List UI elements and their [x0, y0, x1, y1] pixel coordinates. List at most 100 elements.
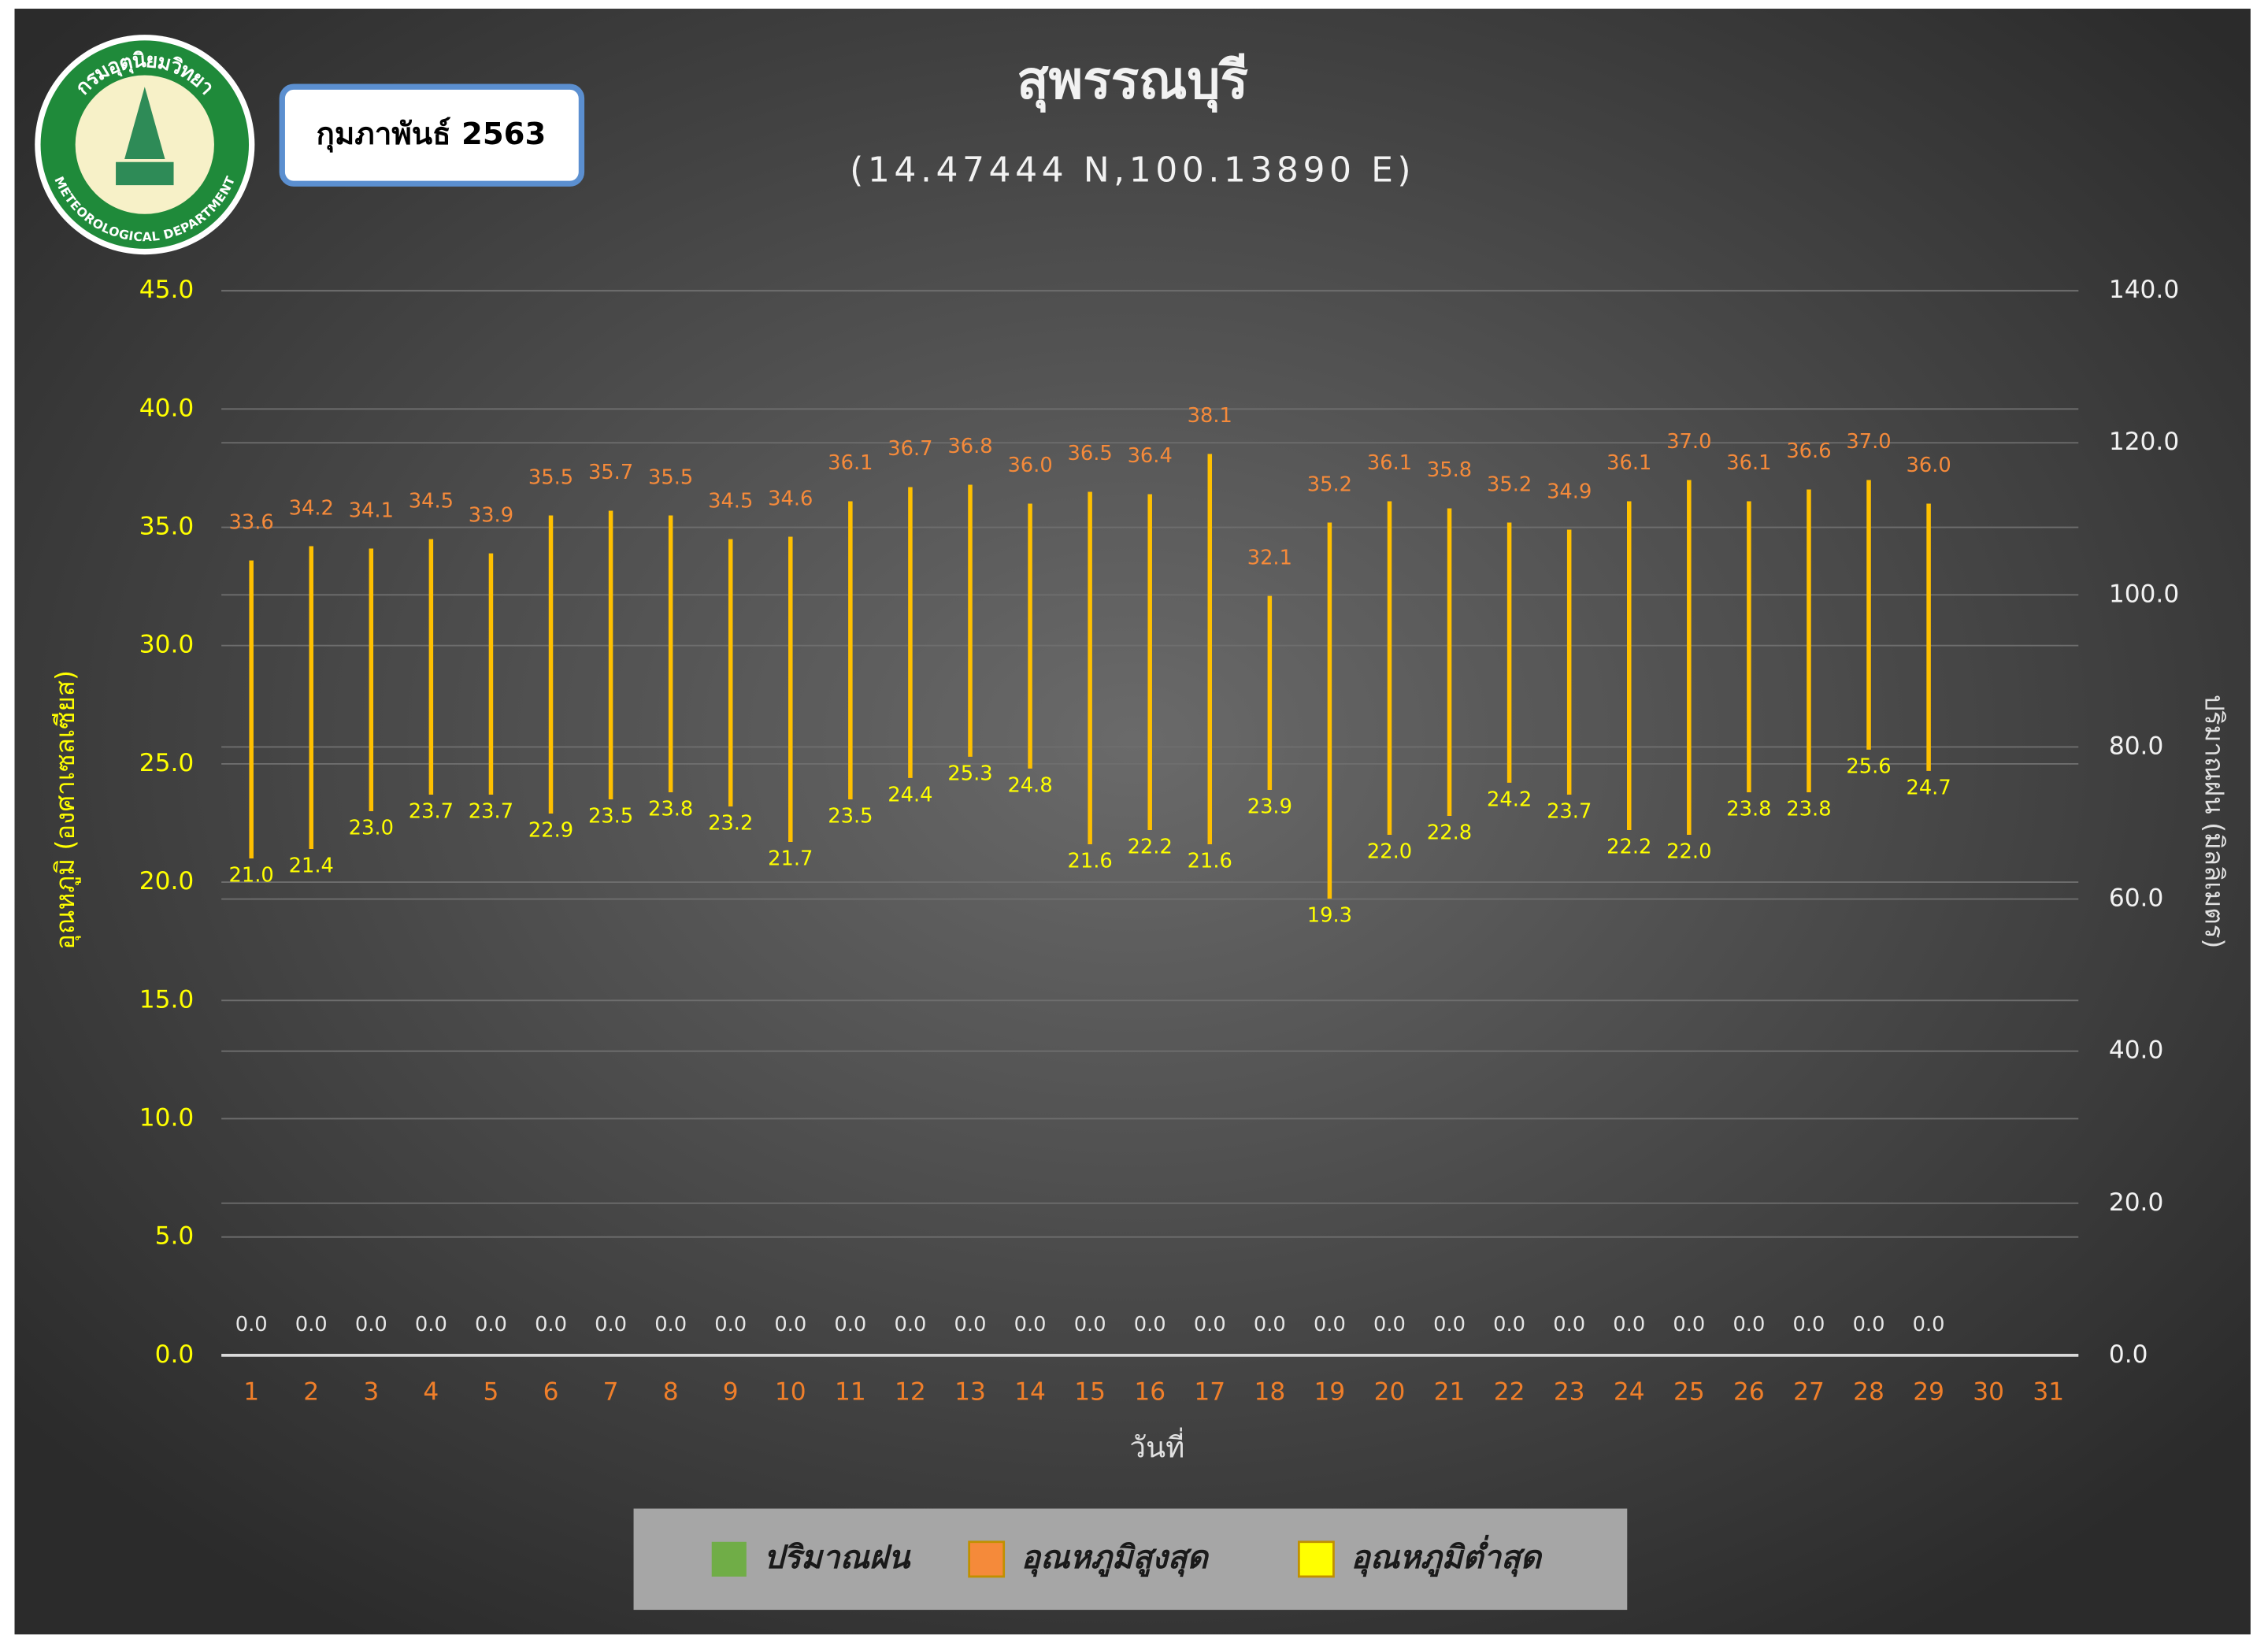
x-tick-label: 23	[1554, 1378, 1585, 1407]
rain-label: 0.0	[1074, 1313, 1106, 1336]
x-tick-label: 20	[1374, 1378, 1406, 1407]
min-label: 21.6	[1068, 850, 1113, 873]
rain-label: 0.0	[1853, 1313, 1885, 1336]
max-label: 36.1	[1726, 451, 1771, 475]
max-label: 36.0	[1906, 454, 1951, 477]
max-label: 36.0	[1007, 454, 1052, 477]
y2-tick-label: 80.0	[2109, 732, 2164, 760]
max-label: 34.1	[349, 499, 394, 522]
max-label: 35.2	[1307, 473, 1352, 496]
y-tick-label: 0.0	[155, 1340, 195, 1369]
y2-tick-label: 140.0	[2109, 276, 2179, 304]
rain-label: 0.0	[1254, 1313, 1286, 1336]
y-tick-label: 5.0	[155, 1222, 195, 1251]
legend-swatch	[968, 1540, 1006, 1578]
y-tick-label: 35.0	[139, 513, 195, 541]
rain-label: 0.0	[355, 1313, 387, 1336]
x-tick-label: 26	[1733, 1378, 1765, 1407]
y-axis-label: อุณหภูมิ (องศาเซลเซียส)	[50, 670, 81, 950]
min-label: 24.8	[1007, 773, 1052, 797]
x-tick-label: 29	[1913, 1378, 1944, 1407]
x-tick-label: 8	[663, 1378, 679, 1407]
x-tick-label: 15	[1074, 1378, 1106, 1407]
rain-label: 0.0	[415, 1313, 447, 1336]
min-label: 21.4	[289, 855, 334, 878]
month-box	[279, 83, 585, 187]
min-label: 25.3	[947, 762, 992, 785]
rain-label: 0.0	[714, 1313, 747, 1336]
rain-label: 0.0	[1553, 1313, 1585, 1336]
max-label: 35.5	[648, 465, 693, 489]
max-label: 33.6	[229, 510, 274, 534]
legend-swatch	[1297, 1540, 1335, 1578]
rain-label: 0.0	[1793, 1313, 1825, 1336]
max-label: 35.2	[1487, 473, 1532, 496]
min-label: 23.2	[708, 812, 753, 836]
max-label: 34.9	[1547, 480, 1592, 503]
x-tick-label: 2	[303, 1378, 319, 1407]
x-tick-label: 14	[1014, 1378, 1046, 1407]
y2-tick-label: 0.0	[2109, 1340, 2148, 1369]
rain-label: 0.0	[1433, 1313, 1466, 1336]
legend-swatch	[711, 1541, 747, 1577]
y2-tick-label: 20.0	[2109, 1188, 2164, 1217]
chart-subtitle: (14.47444 N,100.13890 E)	[850, 150, 1415, 191]
x-tick-label: 17	[1194, 1378, 1225, 1407]
max-label: 36.1	[1606, 451, 1651, 475]
x-tick-label: 30	[1973, 1378, 2004, 1407]
x-tick-label: 4	[423, 1378, 439, 1407]
rain-label: 0.0	[475, 1313, 507, 1336]
min-label: 23.7	[409, 799, 454, 823]
min-label: 23.7	[469, 799, 513, 823]
max-label: 34.2	[289, 496, 334, 520]
y2-tick-label: 60.0	[2109, 884, 2164, 913]
min-label: 22.9	[528, 819, 573, 843]
x-tick-label: 16	[1134, 1378, 1166, 1407]
max-label: 36.5	[1068, 442, 1113, 465]
y-tick-label: 10.0	[139, 1103, 195, 1132]
max-label: 37.0	[1846, 430, 1891, 454]
min-label: 22.2	[1606, 836, 1651, 859]
max-label: 35.7	[588, 461, 633, 484]
min-label: 21.7	[768, 847, 813, 871]
rain-label: 0.0	[1673, 1313, 1705, 1336]
min-label: 23.8	[648, 797, 693, 821]
x-tick-label: 3	[363, 1378, 379, 1407]
legend-box	[633, 1508, 1628, 1611]
x-tick-label: 7	[603, 1378, 619, 1407]
min-label: 22.0	[1666, 840, 1711, 864]
rain-label: 0.0	[1314, 1313, 1346, 1336]
rain-label: 0.0	[894, 1313, 926, 1336]
rain-label: 0.0	[235, 1313, 268, 1336]
rain-label: 0.0	[535, 1313, 567, 1336]
y2-axis-label: ปริมาณฝน (มิลลิเมตร)	[2199, 695, 2230, 949]
max-label: 38.1	[1188, 404, 1232, 428]
x-tick-label: 27	[1793, 1378, 1825, 1407]
max-label: 34.6	[768, 487, 813, 510]
min-label: 23.8	[1786, 797, 1831, 821]
x-tick-label: 5	[484, 1378, 499, 1407]
min-label: 23.9	[1247, 795, 1292, 818]
x-tick-label: 28	[1853, 1378, 1884, 1407]
x-tick-label: 13	[954, 1378, 986, 1407]
min-label: 24.4	[888, 783, 932, 806]
x-tick-label: 10	[775, 1378, 806, 1407]
x-tick-label: 9	[723, 1378, 739, 1407]
x-tick-label: 19	[1314, 1378, 1346, 1407]
rain-label: 0.0	[295, 1313, 328, 1336]
min-label: 22.8	[1427, 821, 1472, 845]
y-tick-label: 20.0	[139, 867, 195, 895]
y-tick-label: 25.0	[139, 749, 195, 777]
x-tick-label: 31	[2033, 1378, 2064, 1407]
x-tick-label: 22	[1494, 1378, 1525, 1407]
min-label: 24.7	[1906, 776, 1951, 799]
month: กุมภาพันธ์ 2563	[317, 117, 547, 153]
background	[14, 9, 2251, 1635]
x-tick-label: 21	[1434, 1378, 1466, 1407]
x-axis-label: วันที่	[1129, 1428, 1184, 1465]
min-label: 23.5	[588, 805, 633, 829]
rain-label: 0.0	[1493, 1313, 1525, 1336]
chart-title: สุพรรณบุรี	[1017, 50, 1248, 113]
